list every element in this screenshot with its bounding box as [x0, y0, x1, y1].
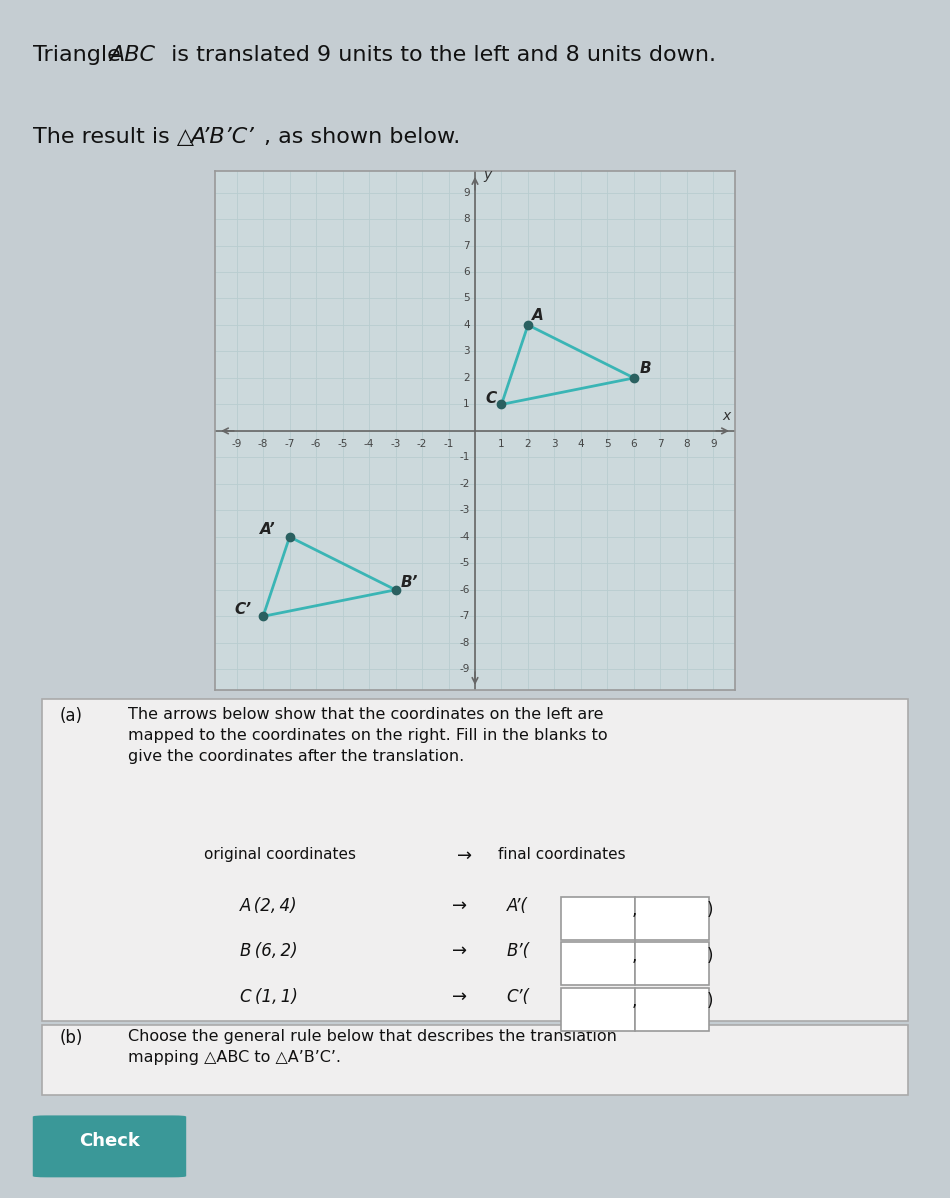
Text: -2: -2: [417, 438, 428, 449]
Text: 1: 1: [498, 438, 504, 449]
Text: B (6, 2): B (6, 2): [240, 943, 298, 961]
Text: ,: ,: [632, 992, 637, 1010]
FancyBboxPatch shape: [635, 943, 709, 985]
Text: The arrows below show that the coordinates on the left are
mapped to the coordin: The arrows below show that the coordinat…: [127, 707, 607, 764]
Text: -6: -6: [311, 438, 321, 449]
Text: y: y: [483, 168, 491, 182]
Text: 3: 3: [463, 346, 469, 357]
Text: Check: Check: [79, 1132, 140, 1150]
Text: 3: 3: [551, 438, 558, 449]
Text: 4: 4: [578, 438, 584, 449]
Text: Choose the general rule below that describes the translation
mapping △ABC to △A’: Choose the general rule below that descr…: [127, 1029, 617, 1065]
Text: →: →: [452, 943, 467, 961]
Text: ,: ,: [632, 901, 637, 919]
Text: 8: 8: [684, 438, 691, 449]
Text: original coordinates: original coordinates: [204, 847, 356, 863]
Text: C’(: C’(: [506, 988, 529, 1006]
Text: is translated 9 units to the left and 8 units down.: is translated 9 units to the left and 8 …: [163, 44, 715, 65]
Text: →: →: [452, 897, 467, 915]
Text: (b): (b): [60, 1029, 84, 1047]
FancyBboxPatch shape: [560, 988, 635, 1030]
Text: C: C: [485, 391, 497, 406]
Text: B: B: [639, 361, 651, 376]
Text: -7: -7: [284, 438, 294, 449]
Text: -2: -2: [460, 479, 469, 489]
FancyBboxPatch shape: [32, 1115, 186, 1178]
Text: -3: -3: [390, 438, 401, 449]
Text: The result is △: The result is △: [32, 127, 194, 146]
Text: →: →: [452, 988, 467, 1006]
Text: 7: 7: [657, 438, 664, 449]
Text: 2: 2: [463, 373, 469, 383]
Text: ): ): [707, 992, 713, 1010]
Text: -4: -4: [460, 532, 469, 541]
Text: -1: -1: [460, 453, 469, 462]
Text: →: →: [457, 847, 472, 865]
Text: A (2, 4): A (2, 4): [240, 897, 298, 915]
Text: ): ): [707, 901, 713, 919]
Text: 4: 4: [463, 320, 469, 329]
Text: 6: 6: [631, 438, 637, 449]
Text: 5: 5: [604, 438, 611, 449]
Text: final coordinates: final coordinates: [498, 847, 625, 863]
Text: 5: 5: [463, 294, 469, 303]
FancyBboxPatch shape: [635, 988, 709, 1030]
Text: x: x: [723, 410, 731, 423]
Text: -6: -6: [460, 585, 469, 595]
Text: ,: ,: [632, 946, 637, 964]
Text: 6: 6: [463, 267, 469, 277]
FancyBboxPatch shape: [42, 698, 908, 1021]
FancyBboxPatch shape: [635, 897, 709, 940]
FancyBboxPatch shape: [42, 1025, 908, 1095]
Text: Triangle: Triangle: [32, 44, 127, 65]
Text: 9: 9: [710, 438, 716, 449]
Text: A’B’C’: A’B’C’: [190, 127, 254, 146]
Text: B’(: B’(: [506, 943, 530, 961]
Text: A’: A’: [260, 522, 276, 537]
FancyBboxPatch shape: [560, 943, 635, 985]
Text: A: A: [532, 308, 543, 322]
Text: -8: -8: [257, 438, 268, 449]
Text: -4: -4: [364, 438, 374, 449]
Text: 9: 9: [463, 188, 469, 198]
Text: -5: -5: [337, 438, 348, 449]
Text: (a): (a): [60, 707, 83, 725]
Text: -5: -5: [460, 558, 469, 568]
Text: C (1, 1): C (1, 1): [240, 988, 298, 1006]
Text: -8: -8: [460, 637, 469, 648]
Text: 8: 8: [463, 214, 469, 224]
Text: -1: -1: [444, 438, 454, 449]
Text: -9: -9: [232, 438, 242, 449]
Text: -7: -7: [460, 611, 469, 622]
Text: , as shown below.: , as shown below.: [264, 127, 460, 146]
Text: ): ): [707, 946, 713, 964]
Text: B’: B’: [401, 575, 418, 591]
Text: -9: -9: [460, 665, 469, 674]
Text: -3: -3: [460, 506, 469, 515]
FancyBboxPatch shape: [560, 897, 635, 940]
Text: 7: 7: [463, 241, 469, 250]
Text: C’: C’: [234, 601, 251, 617]
Text: 1: 1: [463, 399, 469, 410]
Text: A’(: A’(: [506, 897, 527, 915]
Text: ABC: ABC: [109, 44, 156, 65]
Text: 2: 2: [524, 438, 531, 449]
